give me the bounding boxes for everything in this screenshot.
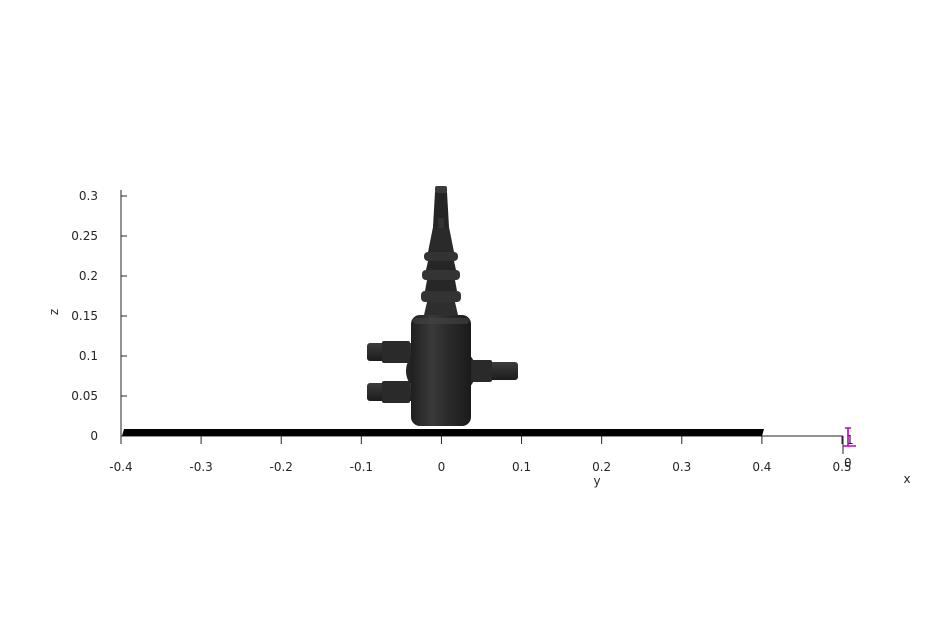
y-tick-label: -0.2 <box>270 460 293 474</box>
y-tick-label: 0.2 <box>592 460 611 474</box>
y-tick-label: 0.4 <box>752 460 771 474</box>
z-tick-label: 0.3 <box>79 189 98 203</box>
y-tick-label: 0.5 <box>832 460 851 474</box>
left-upper-arm <box>367 341 417 363</box>
left-lower-arm <box>367 381 417 403</box>
y-tick-label: 0.3 <box>672 460 691 474</box>
z-tick-label: 0.15 <box>71 309 98 323</box>
y-tick-label: 0.1 <box>512 460 531 474</box>
y-tick-label: -0.4 <box>109 460 132 474</box>
y-tick-label: -0.3 <box>189 460 212 474</box>
robot-body <box>367 186 518 426</box>
ground-plate <box>122 429 764 436</box>
main-body <box>411 315 471 426</box>
neck <box>421 186 461 315</box>
z-tick-group: 0 0.05 0.1 0.15 0.2 0.25 0.3 <box>71 189 127 443</box>
z-tick-label: 0.05 <box>71 389 98 403</box>
z-tick-label: 0.2 <box>79 269 98 283</box>
z-tick-label: 0 <box>90 429 98 443</box>
marker <box>843 427 856 447</box>
x-axis-label: x <box>903 472 910 486</box>
z-tick-label: 0.25 <box>71 229 98 243</box>
y-tick-label: 0 <box>438 460 446 474</box>
z-axis-label: z <box>47 309 61 315</box>
y-tick-label: -0.1 <box>350 460 373 474</box>
y-tick-group: -0.4 -0.3 -0.2 -0.1 0 0.1 0.2 0.3 0.4 0.5 <box>109 436 852 474</box>
right-arm <box>465 360 518 382</box>
y-axis-label: y <box>593 474 600 488</box>
x-tick-label-1: 1 <box>846 433 854 447</box>
x-tick-label-0: 0 <box>844 456 852 470</box>
z-tick-label: 0.1 <box>79 349 98 363</box>
